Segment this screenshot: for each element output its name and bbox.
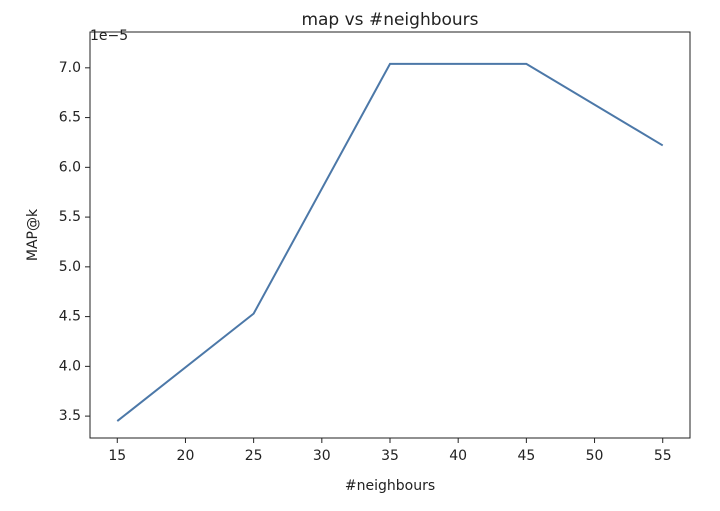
plot-frame: [89, 31, 691, 439]
y-tick-label: 5.5: [59, 209, 81, 225]
chart-title: map vs #neighbours: [301, 10, 478, 30]
x-tick-label: 55: [654, 448, 672, 464]
y-tick-label: 6.0: [59, 159, 81, 175]
y-offset-label: 1e−5: [90, 28, 128, 44]
x-axis-label: #neighbours: [345, 478, 435, 494]
y-axis-label: MAP@k: [25, 208, 41, 261]
line-series: [116, 62, 664, 422]
y-tick-label: 4.5: [59, 309, 81, 325]
y-tick-label: 6.5: [59, 110, 81, 126]
x-tick-label: 45: [517, 448, 535, 464]
y-tick-label: 5.0: [59, 259, 81, 275]
x-tick-label: 35: [381, 448, 399, 464]
x-tick-label: 25: [245, 448, 263, 464]
x-tick-label: 40: [449, 448, 467, 464]
y-tick-label: 7.0: [59, 60, 81, 76]
x-tick-label: 50: [586, 448, 604, 464]
y-tick-label: 4.0: [59, 358, 81, 374]
y-tick-label: 3.5: [59, 408, 81, 424]
x-tick-label: 30: [313, 448, 331, 464]
x-tick-label: 15: [108, 448, 126, 464]
x-tick-label: 20: [177, 448, 195, 464]
